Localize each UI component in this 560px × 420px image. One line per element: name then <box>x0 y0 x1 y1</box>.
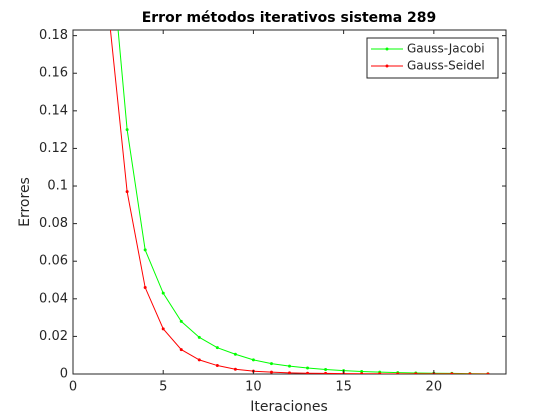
x-axis-label: Iteraciones <box>250 399 328 415</box>
y-tick-label: 0.1 <box>47 179 68 194</box>
point <box>179 348 183 352</box>
point <box>215 346 219 350</box>
x-tick-label: 15 <box>335 380 352 395</box>
point <box>288 364 291 368</box>
point <box>197 358 201 362</box>
point <box>269 370 273 374</box>
y-tick-label: 0.08 <box>39 216 68 231</box>
point <box>360 372 364 374</box>
point <box>143 286 147 290</box>
point <box>215 364 219 368</box>
legend-label: Gauss-Jacobi <box>407 42 485 56</box>
y-tick-label: 0.14 <box>39 103 68 118</box>
point <box>197 335 201 339</box>
y-tick-label: 0.16 <box>39 66 68 81</box>
point <box>360 370 364 374</box>
legend-label: Gauss-Seidel <box>407 59 485 73</box>
point <box>450 372 454 374</box>
chart-title: Error métodos iterativos sistema 289 <box>142 10 437 26</box>
point <box>233 367 237 371</box>
point <box>396 372 400 374</box>
point <box>108 15 111 18</box>
y-tick-label: 0.18 <box>39 28 68 43</box>
point <box>125 190 129 194</box>
plot-area <box>72 29 507 375</box>
point <box>269 362 273 366</box>
point <box>125 128 129 132</box>
point <box>486 372 490 374</box>
point <box>161 291 165 295</box>
point <box>324 371 328 374</box>
point <box>414 372 418 374</box>
y-tick-label: 0.06 <box>39 254 68 269</box>
point <box>251 358 255 362</box>
point <box>288 371 291 374</box>
point <box>233 352 237 356</box>
point <box>306 371 310 374</box>
point <box>324 367 328 371</box>
y-tick-label: 0.04 <box>39 291 68 306</box>
plot-lines <box>108 15 490 374</box>
x-tick-label: 10 <box>245 380 262 395</box>
point <box>468 372 472 374</box>
point <box>179 319 183 323</box>
point <box>378 372 382 374</box>
y-tick-label: 0.02 <box>39 329 68 344</box>
point <box>143 248 147 252</box>
point <box>306 366 310 370</box>
legend-box <box>366 37 499 79</box>
y-tick-label: 0 <box>60 367 68 382</box>
x-tick-label: 20 <box>426 380 443 395</box>
legend-marker <box>385 47 389 51</box>
y-axis-label: Errores <box>17 177 33 227</box>
y-tick-label: 0.12 <box>39 141 68 156</box>
x-tick-label: 0 <box>69 380 77 395</box>
x-tick-label: 5 <box>159 380 167 395</box>
legend-marker <box>385 64 389 68</box>
point <box>161 327 165 331</box>
